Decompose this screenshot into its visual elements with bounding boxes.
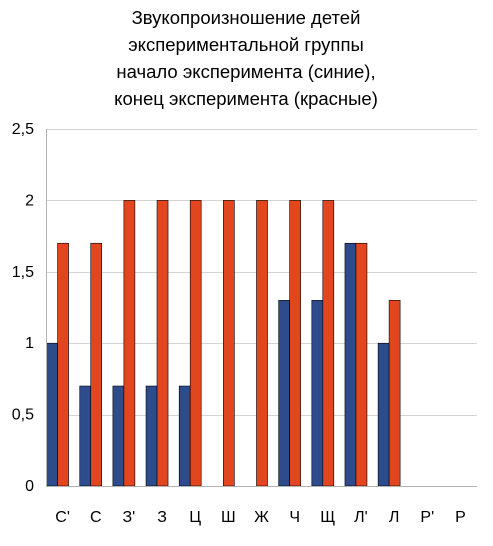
chart-title-line: начало эксперимента (синие),: [116, 61, 375, 82]
bar-series-2: [57, 242, 69, 487]
bar-series-2: [90, 242, 103, 487]
chart-title-line: Звукопроизношение детей: [132, 7, 361, 28]
x-tick-label: Ч: [289, 509, 300, 526]
bar-series-1: [311, 300, 324, 487]
bar-series-2: [123, 200, 136, 487]
bar-series-1: [178, 385, 191, 487]
chart-title: Звукопроизношение детей экспериментально…: [114, 7, 378, 109]
bar-series-1: [344, 242, 357, 487]
x-tick-label: Л: [389, 509, 400, 526]
bar-series-2: [256, 200, 268, 487]
chart-title-line: конец эксперимента (красные): [114, 88, 378, 109]
x-tick-label: Ш: [221, 509, 236, 526]
chart-title-line: экспериментальной группы: [128, 34, 364, 55]
bar-series-2: [156, 200, 169, 487]
x-tick-label: С: [90, 509, 102, 526]
bar-series-2: [388, 300, 401, 487]
bar-series-1: [377, 342, 390, 487]
axes: [46, 129, 477, 487]
x-tick-label: Щ: [320, 509, 335, 526]
x-tick-label: З': [123, 509, 136, 526]
x-tick-label: С': [55, 509, 70, 526]
bar-series-1: [145, 385, 158, 487]
y-axis-ticks: 0 0,5 1 1,5 2 2,5: [12, 121, 34, 495]
bar-series-2: [322, 200, 335, 487]
bar-series-1: [79, 385, 92, 487]
y-tick-label: 0: [25, 478, 34, 495]
x-tick-label: Л': [354, 509, 368, 526]
y-tick-label: 1,5: [12, 264, 34, 281]
bar-series-1: [112, 385, 125, 487]
x-tick-label: З: [157, 509, 167, 526]
bar-series-1: [278, 300, 290, 487]
bar-series-2: [223, 200, 235, 487]
y-tick-label: 2,5: [12, 121, 34, 138]
x-tick-label: Ж: [254, 509, 269, 526]
y-tick-label: 1: [25, 335, 34, 352]
y-tick-label: 2: [25, 192, 34, 209]
x-tick-label: Р': [420, 509, 434, 526]
x-axis-ticks: С' С З' З Ц Ш Ж Ч Щ Л' Л Р' Р: [55, 509, 465, 526]
x-tick-label: Р: [455, 509, 466, 526]
bars: [46, 200, 401, 487]
bar-series-2: [189, 200, 202, 487]
bar-series-1: [46, 342, 58, 487]
y-tick-label: 0,5: [12, 407, 34, 424]
bar-series-2: [355, 242, 368, 487]
x-tick-label: Ц: [189, 509, 201, 526]
bar-series-2: [289, 200, 301, 487]
